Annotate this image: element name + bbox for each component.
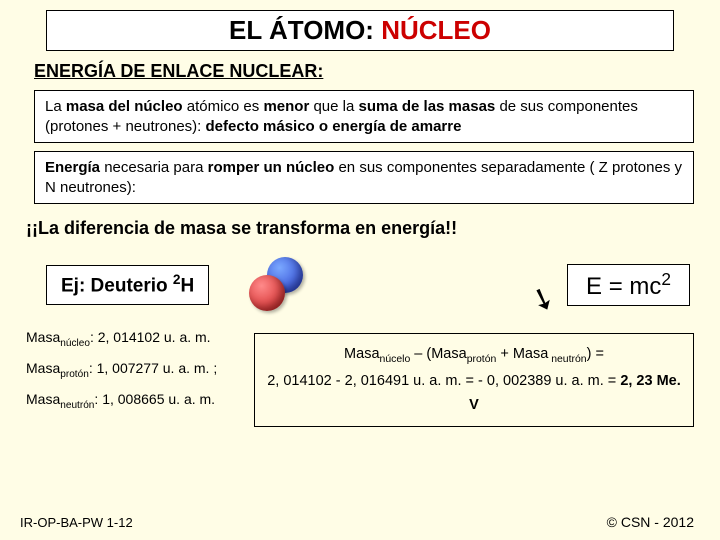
title-pre: EL ÁTOMO: [229, 15, 381, 45]
emc-sup: 2 [661, 269, 671, 289]
title-box: EL ÁTOMO: NÚCLEO [46, 10, 674, 51]
title-red: NÚCLEO [381, 15, 491, 45]
mass-nucleus: Masanúcleo: 2, 014102 u. a. m. [26, 323, 236, 354]
mass-values: Masanúcleo: 2, 014102 u. a. m. Masaprotó… [26, 323, 236, 427]
section-subtitle: ENERGÍA DE ENLACE NUCLEAR: [34, 61, 694, 82]
proton-sphere-icon [249, 275, 285, 311]
deuterium-diagram [239, 255, 319, 315]
mass-neutron: Masaneutrón: 1, 008665 u. a. m. [26, 385, 236, 416]
title-text: EL ÁTOMO: NÚCLEO [229, 15, 491, 45]
bottom-row: Masanúcleo: 2, 014102 u. a. m. Masaprotó… [26, 323, 694, 427]
example-label: Ej: Deuterio [61, 276, 173, 297]
isotope-symbol: H [181, 276, 195, 297]
footer-right: © CSN - 2012 [607, 514, 694, 530]
info-box-mass-defect: La masa del núcleo atómico es menor que … [34, 90, 694, 143]
example-box: Ej: Deuterio 2H [46, 265, 209, 304]
isotope-sup: 2 [173, 272, 181, 287]
mass-proton: Masaprotón: 1, 007277 u. a. m. ; [26, 354, 236, 385]
calculation-box: Masanúcelo – (Masaprotón + Masa neutrón)… [254, 333, 694, 427]
exclamation-text: ¡¡La diferencia de masa se transforma en… [26, 218, 694, 239]
example-row: Ej: Deuterio 2H E = mc2 [26, 255, 694, 315]
footer-left: IR-OP-BA-PW 1-12 [20, 515, 133, 530]
info-box-binding-energy: Energía necesaria para romper un núcleo … [34, 151, 694, 204]
calc-line-2: 2, 014102 - 2, 016491 u. a. m. = - 0, 00… [265, 369, 683, 418]
calc-line-1: Masanúcelo – (Masaprotón + Masa neutrón)… [265, 342, 683, 369]
emc-text: E = mc [586, 273, 661, 300]
emc2-box: E = mc2 [567, 264, 690, 306]
